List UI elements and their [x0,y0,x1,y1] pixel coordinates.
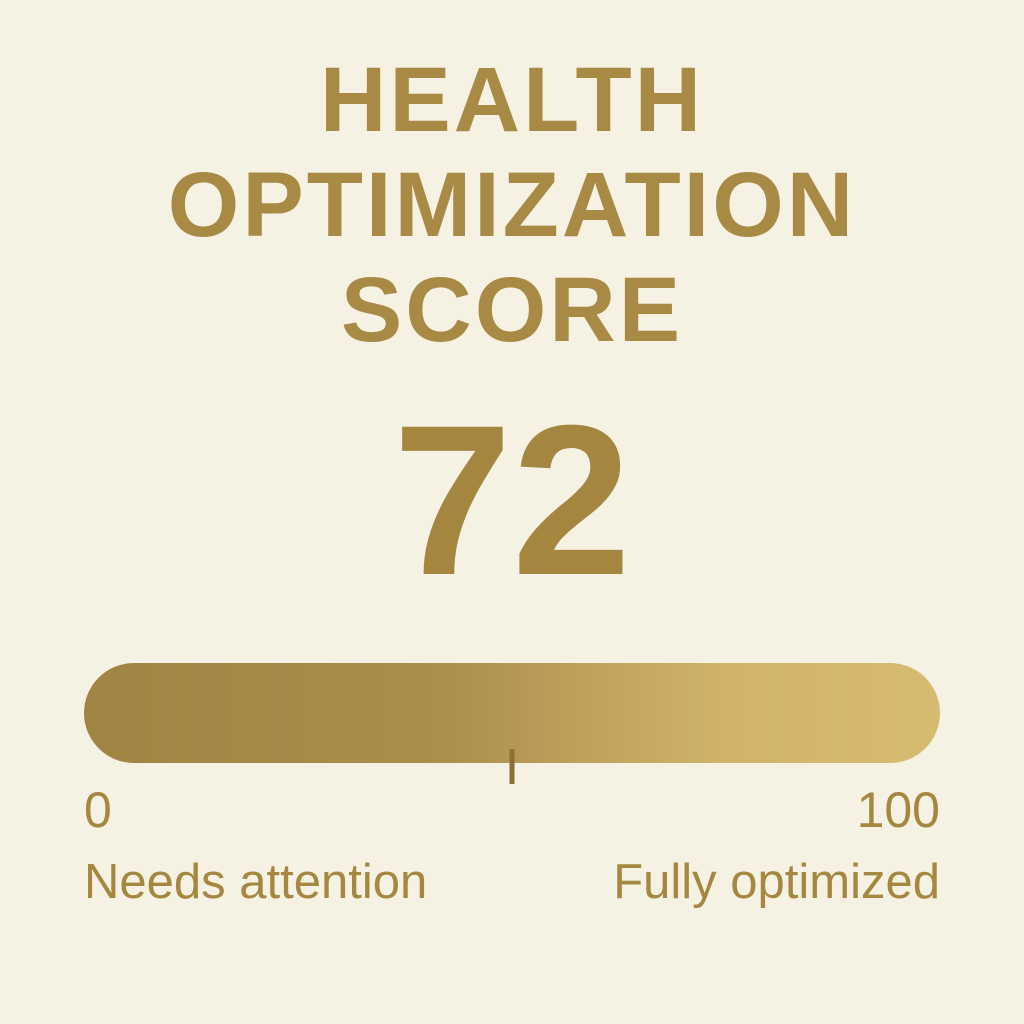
low-end-caption: Needs attention [84,855,428,909]
title-line-1: HEALTH [319,49,705,151]
scale-min-label: 0 [84,782,112,838]
score-value: 72 [392,381,632,620]
scale-max-label: 100 [856,782,940,838]
gauge-midpoint-tick [509,749,515,784]
high-end-caption: Fully optimized [613,855,940,909]
score-gauge [84,663,940,784]
page-title: HEALTH OPTIMIZATION SCORE [0,48,1024,363]
scale-captions: Needs attention Fully optimized [84,854,940,910]
title-line-3: SCORE [340,259,684,361]
gauge-gradient-bar [84,663,940,763]
scale-labels: 0 100 [84,785,940,835]
title-line-2: OPTIMIZATION [167,154,857,256]
